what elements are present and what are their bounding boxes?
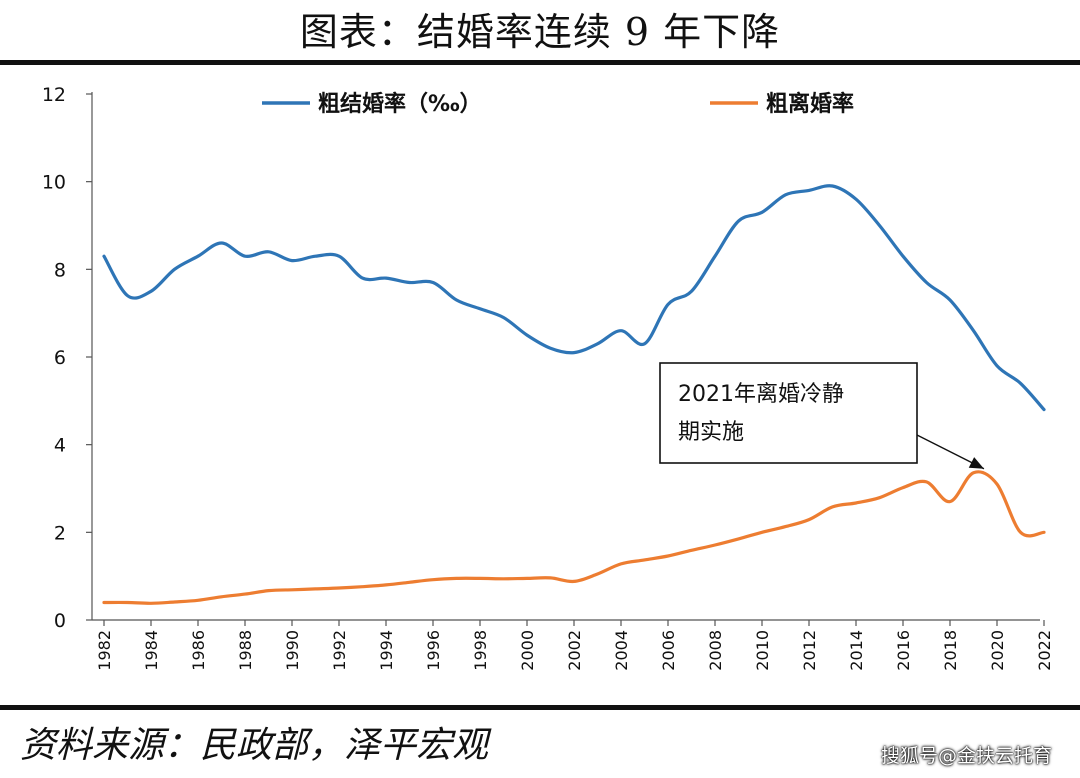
x-tick-label: 2002 — [565, 630, 584, 671]
x-tick-label: 1986 — [189, 630, 208, 671]
x-tick-label: 2014 — [847, 630, 866, 671]
y-tick-label: 2 — [54, 522, 66, 544]
x-tick-label: 2008 — [706, 630, 725, 671]
x-tick-label: 2000 — [518, 630, 537, 671]
y-tick-label: 12 — [42, 84, 66, 106]
y-ticks: 0 2 4 6 8 10 12 — [42, 84, 92, 632]
axes — [91, 92, 1040, 621]
x-tick-label: 2006 — [659, 630, 678, 671]
legend-marriage-label: 粗结婚率（‰） — [318, 91, 482, 117]
x-tick-label: 1998 — [471, 630, 490, 671]
y-tick-label: 8 — [54, 259, 66, 281]
x-tick-label: 1982 — [95, 630, 114, 671]
y-tick-label: 10 — [42, 172, 66, 194]
x-tick-label: 2004 — [612, 630, 631, 671]
marriage-rate-line — [102, 184, 1046, 412]
x-tick-label: 2016 — [894, 630, 913, 671]
top-rule — [0, 60, 1080, 65]
x-tick-label: 1984 — [142, 630, 161, 671]
source-note: 资料来源：民政部，泽平宏观 — [20, 725, 489, 766]
x-tick-label: 1994 — [377, 630, 396, 671]
legend-divorce-label: 粗离婚率 — [766, 91, 854, 117]
x-tick-label: 2018 — [941, 630, 960, 671]
bottom-rule — [0, 705, 1080, 710]
x-tick-label: 2022 — [1035, 630, 1054, 671]
y-tick-label: 4 — [54, 435, 66, 457]
x-tick-label: 1992 — [330, 630, 349, 671]
divorce-rate-line — [102, 470, 1046, 605]
x-ticks: 1982 1984 1986 1988 1990 1992 1994 1996 1998 2000… — [95, 620, 1054, 671]
series-lines — [102, 184, 1046, 605]
watermark: 搜狐号@金扶云托育 — [880, 745, 1052, 767]
chart-title: 图表：结婚率连续 9 年下降 — [299, 10, 781, 54]
x-tick-label: 1996 — [424, 630, 443, 671]
x-tick-label: 1988 — [236, 630, 255, 671]
annotation-box — [659, 362, 918, 464]
annotation-line-2: 期实施 — [678, 420, 744, 445]
x-tick-label: 2012 — [800, 630, 819, 671]
legend: 粗结婚率（‰） 粗离婚率 — [262, 91, 854, 117]
annotation-line-1: 2021年离婚冷静 — [678, 382, 844, 407]
x-tick-label: 1990 — [283, 630, 302, 671]
annotation-arrow-head — [968, 457, 984, 469]
x-tick-label: 2010 — [753, 630, 772, 671]
y-tick-label: 6 — [54, 347, 66, 369]
x-tick-label: 2020 — [988, 630, 1007, 671]
y-tick-label: 0 — [54, 610, 66, 632]
